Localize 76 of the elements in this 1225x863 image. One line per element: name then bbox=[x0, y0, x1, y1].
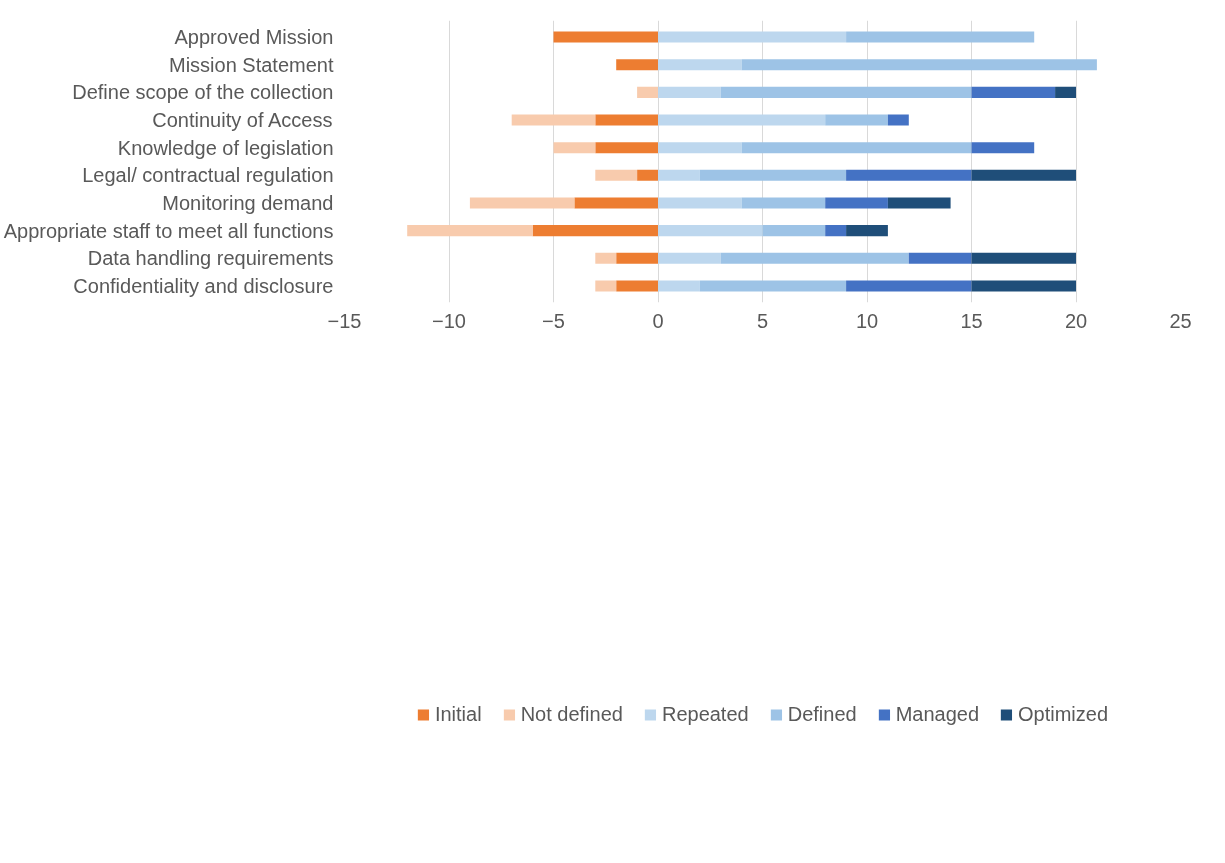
y-tick-label: Mission Statement bbox=[168, 53, 334, 76]
y-tick-label: Data handling requirements bbox=[87, 247, 334, 270]
bar bbox=[971, 169, 1076, 181]
bar bbox=[658, 59, 742, 71]
bar bbox=[908, 252, 972, 264]
bar bbox=[595, 142, 658, 154]
x-tick-label: 0 bbox=[652, 309, 664, 332]
bar bbox=[741, 59, 1097, 71]
x-tick-label: 5 bbox=[756, 309, 769, 332]
x-tick-label: 15 bbox=[960, 309, 983, 332]
bar bbox=[658, 142, 742, 154]
bar bbox=[658, 86, 721, 98]
legend-label: Defined bbox=[787, 702, 857, 726]
bar bbox=[595, 280, 617, 292]
bar bbox=[658, 252, 721, 264]
bar bbox=[637, 169, 658, 181]
bar bbox=[741, 197, 826, 209]
y-tick-label: Approved Mission bbox=[174, 26, 334, 49]
bar bbox=[971, 142, 1035, 154]
bar bbox=[574, 197, 658, 209]
bar bbox=[846, 31, 1035, 43]
bar bbox=[825, 114, 888, 126]
bar bbox=[741, 142, 972, 154]
bar bbox=[407, 225, 533, 237]
bar bbox=[699, 169, 847, 181]
bar bbox=[720, 86, 972, 98]
bar bbox=[511, 114, 596, 126]
bar bbox=[469, 197, 575, 209]
y-tick-label: Monitoring demand bbox=[162, 191, 334, 214]
x-tick-label: −5 bbox=[542, 309, 565, 332]
legend-label: Managed bbox=[895, 702, 980, 726]
bar bbox=[595, 169, 638, 181]
bar bbox=[637, 86, 658, 98]
legend-label: Not defined bbox=[520, 702, 623, 726]
bar bbox=[616, 59, 658, 71]
bar bbox=[825, 225, 847, 237]
bar bbox=[971, 86, 1056, 98]
bar bbox=[720, 252, 909, 264]
bar bbox=[553, 142, 596, 154]
y-tick-label: Define scope of the collection bbox=[72, 81, 334, 104]
bar bbox=[532, 225, 658, 237]
bar bbox=[971, 252, 1076, 264]
bar bbox=[699, 280, 847, 292]
bar bbox=[616, 280, 658, 292]
legend-label: Repeated bbox=[661, 702, 749, 726]
x-tick-label: 20 bbox=[1064, 309, 1088, 332]
bar bbox=[762, 225, 826, 237]
bar bbox=[595, 114, 658, 126]
bar bbox=[825, 197, 888, 209]
bar bbox=[846, 280, 972, 292]
bar bbox=[846, 169, 972, 181]
bar bbox=[616, 252, 658, 264]
bar bbox=[595, 252, 617, 264]
bar bbox=[658, 280, 700, 292]
bar bbox=[658, 114, 826, 126]
legend-label: Initial bbox=[434, 702, 482, 726]
y-tick-label: Continuity of Access bbox=[152, 109, 333, 132]
bar bbox=[971, 280, 1076, 292]
x-tick-label: 10 bbox=[855, 309, 879, 332]
bar bbox=[887, 114, 909, 126]
bar bbox=[658, 169, 700, 181]
bar bbox=[887, 197, 951, 209]
bar bbox=[658, 197, 742, 209]
x-tick-label: −15 bbox=[327, 309, 362, 332]
y-tick-label: Confidentiality and disclosure bbox=[73, 274, 334, 297]
bar bbox=[658, 31, 847, 43]
bar bbox=[846, 225, 888, 237]
legend-label: Optimized bbox=[1018, 702, 1109, 726]
bar bbox=[658, 225, 763, 237]
bar bbox=[1055, 86, 1076, 98]
y-tick-label: Appropriate staff to meet all functions bbox=[3, 219, 334, 242]
x-tick-label: −10 bbox=[432, 309, 466, 332]
y-tick-label: Legal/ contractual regulation bbox=[82, 164, 334, 187]
y-tick-label: Knowledge of legislation bbox=[117, 136, 334, 159]
bar bbox=[553, 31, 658, 43]
x-tick-label: 25 bbox=[1169, 309, 1192, 332]
